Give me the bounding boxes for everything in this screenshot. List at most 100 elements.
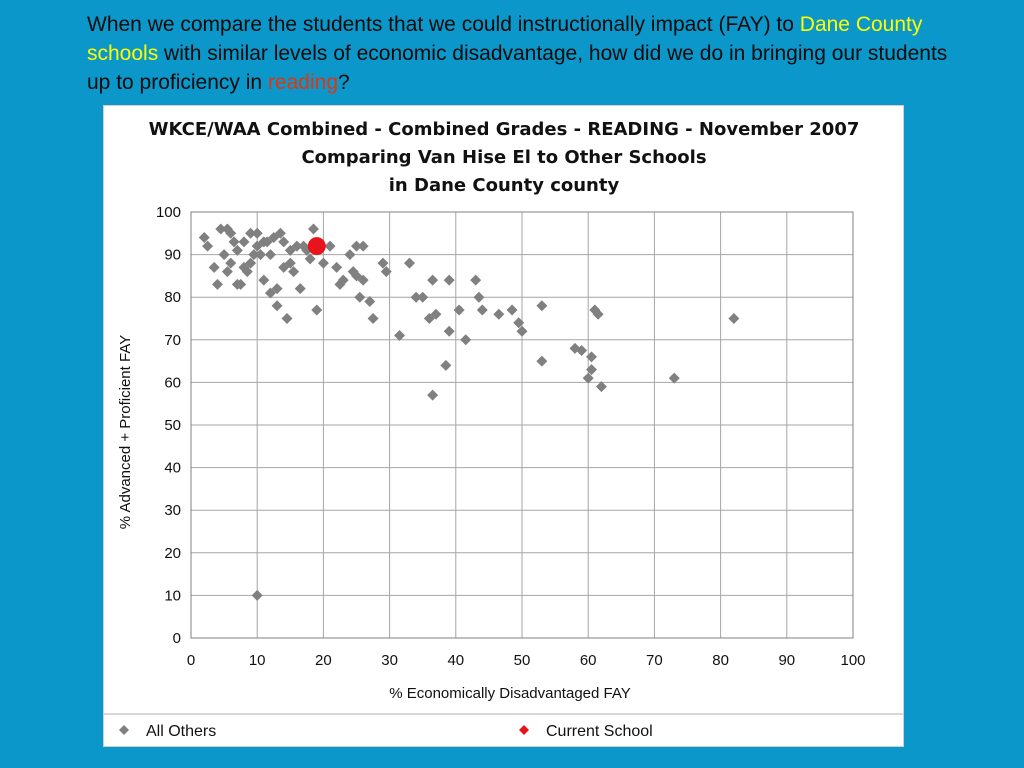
x-axis-label: % Economically Disadvantaged FAY bbox=[389, 685, 631, 702]
y-tick-label: 30 bbox=[164, 502, 181, 519]
other-school-point bbox=[228, 236, 240, 248]
y-tick-label: 40 bbox=[164, 460, 181, 477]
other-school-point bbox=[536, 355, 548, 367]
other-school-point bbox=[255, 249, 267, 261]
caption-text-2: with similar levels of economic disadvan… bbox=[87, 42, 948, 94]
other-school-point bbox=[595, 381, 607, 393]
other-school-point bbox=[231, 244, 243, 256]
other-school-point bbox=[198, 232, 210, 244]
other-school-point bbox=[337, 274, 349, 286]
legend-current-school-marker bbox=[519, 725, 529, 735]
chart-title-line-1: WKCE/WAA Combined - Combined Grades - RE… bbox=[149, 119, 860, 140]
other-school-point bbox=[271, 283, 283, 295]
other-school-point bbox=[311, 304, 323, 316]
other-school-point bbox=[592, 308, 604, 320]
other-school-point bbox=[245, 257, 257, 269]
other-school-point bbox=[202, 240, 214, 252]
other-school-point bbox=[427, 274, 439, 286]
other-school-point bbox=[377, 257, 389, 269]
x-tick-label: 80 bbox=[712, 652, 729, 669]
legend: All Others Current School bbox=[119, 723, 653, 740]
other-school-point bbox=[668, 372, 680, 384]
caption-text-1: When we compare the students that we cou… bbox=[87, 13, 800, 36]
chart-panel: WKCE/WAA Combined - Combined Grades - RE… bbox=[103, 105, 904, 747]
y-tick-label: 60 bbox=[164, 374, 181, 391]
other-school-point bbox=[274, 227, 286, 239]
slide-caption: When we compare the students that we cou… bbox=[87, 10, 967, 97]
other-school-point bbox=[536, 300, 548, 312]
other-school-point bbox=[351, 240, 362, 252]
other-school-point bbox=[582, 372, 594, 384]
other-school-point bbox=[278, 236, 290, 248]
other-school-point bbox=[354, 291, 366, 303]
other-school-point bbox=[211, 278, 223, 290]
other-school-point bbox=[394, 330, 406, 342]
x-tick-label: 90 bbox=[778, 652, 795, 669]
x-tick-label: 70 bbox=[646, 652, 663, 669]
x-tick-label: 0 bbox=[187, 652, 195, 669]
y-tick-label: 10 bbox=[164, 587, 181, 604]
other-school-point bbox=[281, 313, 293, 324]
other-school-point bbox=[576, 344, 588, 356]
other-school-point bbox=[357, 240, 369, 252]
other-school-point bbox=[238, 236, 250, 248]
other-school-point bbox=[248, 249, 260, 261]
other-school-point bbox=[516, 325, 528, 337]
other-school-point bbox=[347, 266, 359, 278]
caption-text-3: ? bbox=[338, 71, 350, 94]
x-tick-label: 30 bbox=[381, 652, 398, 669]
x-tick-label: 100 bbox=[840, 652, 865, 669]
y-tick-label: 50 bbox=[164, 417, 181, 434]
other-school-point bbox=[307, 223, 319, 235]
y-tick-label: 100 bbox=[156, 204, 181, 221]
plot-area bbox=[190, 211, 854, 639]
x-tick-labels: 0 10 20 30 40 50 60 70 80 90 100 bbox=[187, 652, 866, 669]
other-school-point bbox=[221, 266, 233, 278]
other-school-point bbox=[470, 274, 482, 286]
x-tick-label: 50 bbox=[514, 652, 531, 669]
other-school-point bbox=[410, 291, 422, 303]
y-axis-label: % Advanced + Proficient FAY bbox=[117, 335, 134, 529]
y-tick-label: 0 bbox=[173, 630, 181, 647]
x-tick-label: 10 bbox=[249, 652, 266, 669]
chart-title-line-3: in Dane County county bbox=[389, 175, 620, 196]
other-school-point bbox=[380, 266, 392, 278]
other-school-point bbox=[427, 389, 439, 401]
other-school-point bbox=[513, 317, 525, 329]
other-school-point bbox=[251, 589, 263, 601]
other-school-point bbox=[294, 283, 306, 295]
other-school-point bbox=[493, 308, 505, 320]
other-school-point bbox=[235, 278, 247, 290]
legend-all-others-marker bbox=[119, 725, 129, 735]
y-tick-label: 70 bbox=[164, 332, 181, 349]
y-tick-label: 80 bbox=[164, 289, 181, 306]
other-school-point bbox=[476, 304, 488, 316]
other-school-point bbox=[258, 274, 270, 286]
scatter-chart: WKCE/WAA Combined - Combined Grades - RE… bbox=[104, 119, 903, 740]
other-school-point bbox=[344, 249, 356, 261]
other-school-point bbox=[364, 295, 376, 307]
x-tick-label: 60 bbox=[580, 652, 597, 669]
other-school-point bbox=[417, 291, 429, 303]
y-tick-label: 90 bbox=[164, 247, 181, 264]
x-tick-label: 40 bbox=[447, 652, 464, 669]
y-tick-labels: 0 10 20 30 40 50 60 70 80 90 100 bbox=[156, 204, 181, 647]
data-points bbox=[198, 223, 740, 601]
y-tick-label: 20 bbox=[164, 545, 181, 562]
other-school-point bbox=[506, 304, 518, 316]
other-school-point bbox=[586, 364, 598, 376]
other-school-point bbox=[324, 240, 336, 252]
other-school-point bbox=[218, 249, 230, 261]
other-school-point bbox=[215, 223, 227, 235]
other-school-point bbox=[430, 308, 442, 320]
other-school-point bbox=[251, 227, 263, 239]
other-school-point bbox=[284, 257, 296, 269]
other-school-point bbox=[586, 351, 598, 363]
other-school-point bbox=[208, 261, 220, 273]
other-school-point bbox=[443, 325, 455, 337]
current-school-point bbox=[307, 237, 326, 256]
other-school-point bbox=[245, 227, 257, 239]
other-school-point bbox=[357, 274, 369, 286]
grid-lines bbox=[190, 211, 854, 639]
legend-label: All Others bbox=[146, 723, 216, 740]
